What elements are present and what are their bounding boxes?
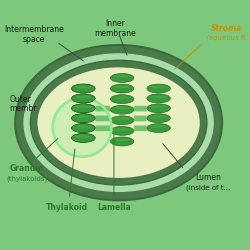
Ellipse shape xyxy=(23,53,214,192)
Text: Lumen: Lumen xyxy=(195,174,221,182)
Text: (inside of t...: (inside of t... xyxy=(186,184,230,190)
Text: Intermembrane: Intermembrane xyxy=(4,25,64,34)
Ellipse shape xyxy=(110,74,134,82)
Ellipse shape xyxy=(114,96,130,99)
Ellipse shape xyxy=(114,107,130,109)
Ellipse shape xyxy=(114,139,130,141)
FancyBboxPatch shape xyxy=(95,106,110,111)
FancyBboxPatch shape xyxy=(95,126,110,131)
Ellipse shape xyxy=(38,67,200,178)
Ellipse shape xyxy=(150,86,167,88)
Ellipse shape xyxy=(147,94,170,103)
Ellipse shape xyxy=(72,104,95,113)
Ellipse shape xyxy=(72,124,95,132)
Ellipse shape xyxy=(114,75,130,78)
Ellipse shape xyxy=(114,118,130,120)
Text: Granum: Granum xyxy=(10,164,44,173)
Ellipse shape xyxy=(75,106,92,108)
Ellipse shape xyxy=(150,125,167,128)
Text: Lamella: Lamella xyxy=(97,203,131,212)
Ellipse shape xyxy=(72,94,95,103)
Text: Stroma: Stroma xyxy=(211,24,242,33)
Ellipse shape xyxy=(110,116,134,125)
Ellipse shape xyxy=(150,96,167,98)
Text: membr.: membr. xyxy=(9,104,38,113)
Text: space: space xyxy=(23,35,45,44)
Ellipse shape xyxy=(150,106,167,108)
Ellipse shape xyxy=(30,60,207,185)
Ellipse shape xyxy=(75,106,92,108)
Ellipse shape xyxy=(110,105,134,114)
Ellipse shape xyxy=(72,124,95,132)
Ellipse shape xyxy=(75,96,92,98)
Ellipse shape xyxy=(114,86,130,88)
Ellipse shape xyxy=(110,95,134,104)
Text: Outer: Outer xyxy=(9,95,31,104)
Ellipse shape xyxy=(110,137,134,146)
Ellipse shape xyxy=(147,114,170,123)
Ellipse shape xyxy=(72,104,95,113)
Ellipse shape xyxy=(75,125,92,128)
Ellipse shape xyxy=(110,84,134,93)
Ellipse shape xyxy=(75,135,92,138)
Ellipse shape xyxy=(75,86,92,88)
FancyBboxPatch shape xyxy=(134,116,146,121)
Text: membrane: membrane xyxy=(94,29,136,38)
Text: Inner: Inner xyxy=(105,19,125,28)
Text: (thylakoids): (thylakoids) xyxy=(6,176,48,182)
Ellipse shape xyxy=(150,116,167,118)
FancyBboxPatch shape xyxy=(134,106,146,111)
Ellipse shape xyxy=(72,94,95,103)
Circle shape xyxy=(53,98,112,157)
Ellipse shape xyxy=(147,84,170,93)
Ellipse shape xyxy=(75,116,92,118)
Ellipse shape xyxy=(75,96,92,98)
Ellipse shape xyxy=(75,86,92,88)
Ellipse shape xyxy=(114,128,130,130)
Ellipse shape xyxy=(147,124,170,132)
Text: (aqueous fl.: (aqueous fl. xyxy=(206,35,248,41)
Ellipse shape xyxy=(72,84,95,93)
Ellipse shape xyxy=(110,126,134,135)
Ellipse shape xyxy=(72,114,95,123)
Ellipse shape xyxy=(72,134,95,142)
Ellipse shape xyxy=(72,114,95,123)
Ellipse shape xyxy=(72,84,95,93)
Ellipse shape xyxy=(147,104,170,113)
Text: Thylakoid: Thylakoid xyxy=(46,203,88,212)
FancyBboxPatch shape xyxy=(95,116,110,121)
Ellipse shape xyxy=(75,125,92,128)
Ellipse shape xyxy=(75,116,92,118)
FancyBboxPatch shape xyxy=(134,126,146,131)
Ellipse shape xyxy=(72,134,95,142)
Ellipse shape xyxy=(75,135,92,138)
Ellipse shape xyxy=(15,45,222,200)
